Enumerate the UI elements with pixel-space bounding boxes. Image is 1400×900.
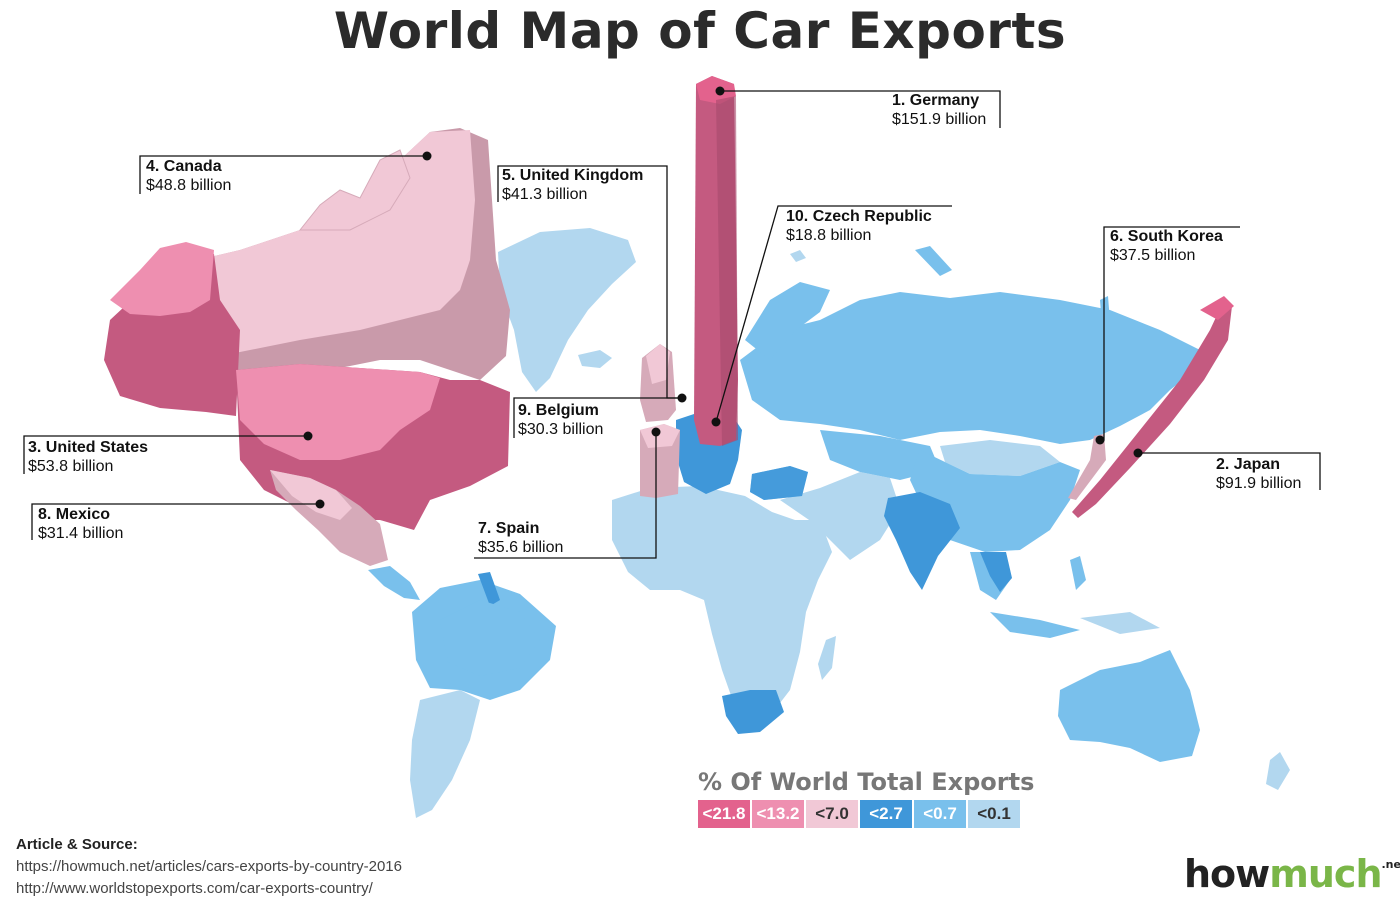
label-belgium: 9. Belgium $30.3 billion [518,401,603,439]
label-germany-value: $151.9 billion [892,111,987,128]
label-canada-value: $48.8 billion [146,177,232,194]
czech-marker [711,417,721,427]
label-japan-value: $91.9 billion [1216,475,1302,492]
south-africa [722,690,784,734]
indonesia [990,612,1080,638]
source-block: Article & Source: https://howmuch.net/ar… [16,834,402,900]
legend: <21.8 <13.2 <7.0 <2.7 <0.7 <0.1 [698,800,1020,828]
logo-net: .net [1381,858,1400,871]
africa [612,486,832,730]
indonesia-east [1080,612,1160,634]
india [884,492,960,590]
uk-extrusion [640,344,676,422]
brazil-core [440,600,540,676]
label-canada-name: 4. Canada [146,158,222,175]
canada-marker [422,151,432,161]
thailand [980,552,1012,592]
scandinavia [745,282,830,360]
madagascar [818,636,836,680]
label-czech-republic-value: $18.8 billion [786,227,872,244]
label-mexico-value: $31.4 billion [38,525,124,542]
turkey-dark [750,466,808,500]
sakhalin [1100,296,1110,326]
iceland [578,350,612,368]
source-link-article[interactable]: https://howmuch.net/articles/cars-export… [16,858,402,875]
label-south-korea-value: $37.5 billion [1110,247,1196,264]
argentina-chile [410,690,480,818]
mexico-marker [315,499,325,509]
markers [303,86,1143,509]
label-united-kingdom-value: $41.3 billion [502,186,588,203]
label-south-korea-name: 6. South Korea [1110,228,1223,245]
label-united-kingdom: 5. United Kingdom $41.3 billion [502,166,643,204]
label-czech-republic: 10. Czech Republic $18.8 billion [786,207,932,245]
australia [1058,650,1200,762]
usa-marker [303,431,313,441]
label-south-korea: 6. South Korea $37.5 billion [1110,227,1223,265]
legend-item-2: <13.2 [752,800,804,828]
legend-item-5: <0.7 [914,800,966,828]
legend-item-3: <7.0 [806,800,858,828]
novaya-zemlya [915,246,952,276]
map-light-regions [410,228,1290,818]
label-united-states-value: $53.8 billion [28,458,114,475]
canada-extrusion [206,128,510,380]
legend-title: % Of World Total Exports [698,768,1035,796]
label-mexico-name: 8. Mexico [38,506,111,523]
legend-item-4: <2.7 [860,800,912,828]
label-japan: 2. Japan $91.9 billion [1216,455,1301,493]
venezuela [478,572,500,606]
label-germany: 1. Germany $151.9 billion [892,91,986,129]
germany-marker [715,86,725,96]
spain-marker [651,427,661,437]
label-mexico: 8. Mexico $31.4 billion [38,505,123,543]
mongolia [940,440,1060,476]
label-belgium-value: $30.3 billion [518,421,604,438]
page-title: World Map of Car Exports [333,2,1067,60]
label-germany-name: 1. Germany [892,92,980,109]
howmuch-logo: howmuch.net [1184,852,1400,896]
south-korea-marker [1095,435,1105,445]
label-japan-name: 2. Japan [1216,456,1281,473]
central-america [368,566,420,600]
kazakhstan [820,430,940,480]
source-heading: Article & Source: [16,836,138,853]
greenland [498,228,636,392]
label-czech-republic-name: 10. Czech Republic [786,208,932,225]
middle-east [780,472,900,560]
svalbard [790,250,806,262]
label-belgium-name: 9. Belgium [518,402,599,419]
philippines [1070,556,1086,590]
label-united-kingdom-name: 5. United Kingdom [502,167,644,184]
usa-extrusion [236,364,510,530]
new-zealand [1266,752,1290,790]
label-spain: 7. Spain $35.6 billion [478,519,563,557]
south-korea-extrusion [1068,434,1106,500]
label-spain-value: $35.6 billion [478,539,564,556]
label-united-states-name: 3. United States [28,439,149,456]
legend-item-6: <0.1 [968,800,1020,828]
logo-much: much [1269,852,1382,896]
logo-how: how [1184,852,1270,896]
alaska-extrusion [104,242,240,416]
japan-extrusion [1072,296,1234,518]
spain-extrusion [640,424,680,498]
japan-marker [1133,448,1143,458]
legend-item-1: <21.8 [698,800,750,828]
mexico-extrusion [270,470,388,566]
label-spain-name: 7. Spain [478,520,540,537]
label-canada: 4. Canada $48.8 billion [146,157,231,195]
uk-marker [677,393,687,403]
russia [740,292,1200,444]
germany-extrusion [694,76,738,446]
label-united-states: 3. United States $53.8 billion [28,438,148,476]
source-link-data[interactable]: http://www.worldstopexports.com/car-expo… [16,880,373,897]
